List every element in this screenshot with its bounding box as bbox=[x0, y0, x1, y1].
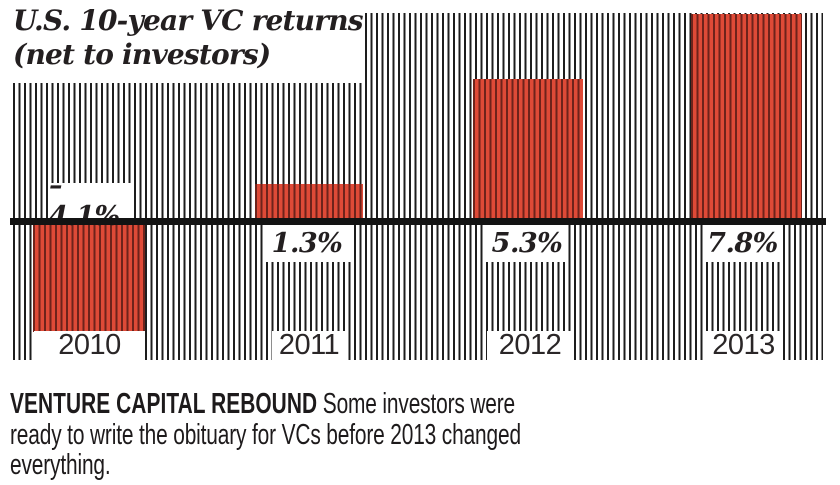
caption-line-1: VENTURE CAPITAL REBOUND Some investors w… bbox=[10, 389, 521, 420]
caption-lead: VENTURE CAPITAL REBOUND bbox=[10, 388, 318, 420]
zero-baseline bbox=[10, 218, 826, 225]
value-label-2012: 5.3% bbox=[486, 225, 568, 262]
year-label-2010: 2010 bbox=[34, 329, 145, 361]
value-label-2013: 7.8% bbox=[703, 225, 782, 262]
chart-title-line1: U.S. 10-year VC returns bbox=[13, 4, 364, 37]
caption: VENTURE CAPITAL REBOUND Some investors w… bbox=[10, 389, 521, 481]
caption-line1-rest: Some investors were bbox=[317, 388, 516, 420]
chart-title-box: U.S. 10-year VC returns (net to investor… bbox=[0, 0, 364, 83]
bar-2010 bbox=[33, 225, 145, 333]
caption-line-2: ready to write the obituary for VCs befo… bbox=[10, 418, 521, 451]
chart-title-line2: (net to investors) bbox=[13, 38, 271, 71]
year-label-2011: 2011 bbox=[272, 329, 346, 361]
caption-line-3: everything. bbox=[10, 449, 111, 481]
bar-2011 bbox=[255, 183, 363, 218]
value-label-2011: 1.3% bbox=[263, 225, 351, 262]
bar-2013 bbox=[691, 13, 802, 218]
value-label-2010: –4.1% bbox=[49, 170, 131, 232]
year-label-2013: 2013 bbox=[706, 329, 781, 361]
bar-2012 bbox=[473, 79, 583, 218]
year-label-2012: 2012 bbox=[487, 329, 573, 361]
chart-title: U.S. 10-year VC returns (net to investor… bbox=[0, 0, 364, 72]
